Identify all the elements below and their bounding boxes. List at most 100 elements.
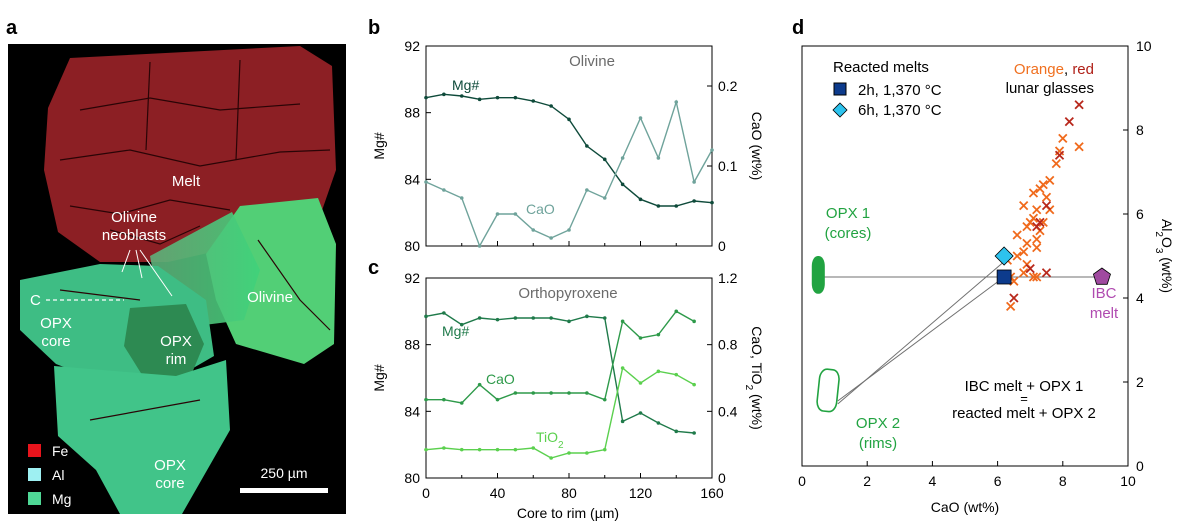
opx-rim-region xyxy=(124,304,204,378)
data-point xyxy=(424,180,428,184)
ytick-label: 84 xyxy=(404,171,420,187)
panel-b-ylabel: Mg# xyxy=(371,132,387,159)
data-point xyxy=(620,156,625,160)
orange-glass-point xyxy=(1032,205,1042,215)
ytick-label: 2 xyxy=(1136,374,1144,390)
data-point xyxy=(638,381,643,385)
panel-a: a Melt Olivine neoblasts Olivine OPX cor… xyxy=(6,17,346,514)
panel-b-label: b xyxy=(368,17,380,39)
orange-glass-point xyxy=(1032,272,1042,282)
panel-c-tio2-main: TiO xyxy=(536,429,558,445)
orange-glass-point xyxy=(1012,230,1022,240)
y2tick-label: 0.8 xyxy=(718,337,738,353)
y2tick-label: 1.2 xyxy=(718,270,738,286)
orange-glass-point xyxy=(1045,175,1055,186)
data-point xyxy=(602,397,607,402)
orange-glass-point xyxy=(1006,301,1016,312)
panel-c-y2label-sub: 2 xyxy=(744,385,755,391)
y2tick-label: 0.2 xyxy=(718,78,738,94)
orange-glass-point xyxy=(1028,188,1039,198)
series-line-mg xyxy=(425,312,695,434)
data-point xyxy=(459,94,464,98)
melt-label: Melt xyxy=(172,173,201,190)
data-point xyxy=(620,182,625,187)
orange-glass-point xyxy=(1032,242,1042,253)
data-point xyxy=(638,116,643,120)
orange-glass-point xyxy=(1012,251,1022,261)
panel-b-title: Olivine xyxy=(569,53,615,70)
data-point xyxy=(495,212,500,216)
panel-b-ticks: 80 84 88 92 0 0.1 0.2 xyxy=(404,38,737,254)
xtick-label: 0 xyxy=(798,473,806,489)
neoblast-pointer-3 xyxy=(139,249,173,297)
lunar-sep-text: , xyxy=(1064,61,1072,78)
panel-c-tio2-label: TiO2 xyxy=(536,429,564,451)
legend-label-6h: 6h, 1,370 °C xyxy=(858,102,942,119)
neoblast-pointer-2 xyxy=(135,249,143,279)
data-point xyxy=(424,314,428,319)
opx2-field xyxy=(816,368,840,413)
mixing-line-opx2-6h xyxy=(837,258,1008,405)
data-point xyxy=(674,309,679,314)
ytick-label: 84 xyxy=(404,403,420,419)
panel-c-y2label-tail: (wt%) xyxy=(749,390,765,430)
reacted-2h-marker xyxy=(996,269,1012,285)
data-point xyxy=(710,148,714,152)
y2tick-label: 0.4 xyxy=(718,403,738,419)
legend-label-mg: Mg xyxy=(52,491,71,507)
ytick-label: 80 xyxy=(404,470,420,486)
scale-bar xyxy=(240,488,328,493)
orange-glass-point xyxy=(1028,272,1039,282)
panel-b-series xyxy=(424,92,714,248)
map-legend: Fe Al Mg xyxy=(28,443,71,507)
data-point xyxy=(495,95,500,100)
opx-core-label-2b: core xyxy=(155,475,184,492)
orange-glass-point xyxy=(1022,221,1032,232)
data-point xyxy=(424,95,428,100)
data-point xyxy=(656,332,661,337)
crack-lines xyxy=(59,59,331,421)
neoblast-pointer-1 xyxy=(121,249,131,273)
data-point xyxy=(477,447,482,452)
ytick-label: 10 xyxy=(1136,38,1152,54)
legend-swatch-mg xyxy=(28,492,41,505)
orange-glass-point xyxy=(1019,268,1029,278)
data-point xyxy=(442,188,446,192)
panel-c-frame xyxy=(425,277,713,479)
panel-c-y2label-main: CaO, TiO xyxy=(749,326,765,384)
ytick-label: 92 xyxy=(404,38,420,54)
ytick-label: 92 xyxy=(404,270,420,286)
data-point xyxy=(656,421,661,425)
opx-rim-label-b: rim xyxy=(166,351,187,368)
data-point xyxy=(531,391,536,395)
data-point xyxy=(692,199,696,203)
data-point xyxy=(692,431,696,435)
data-point xyxy=(513,95,518,100)
orange-glass-point xyxy=(1054,146,1065,156)
lunar-red-text: red xyxy=(1072,61,1094,78)
panel-c-y2label: CaO, TiO2 (wt%) xyxy=(744,326,766,430)
data-point xyxy=(495,447,500,452)
data-point xyxy=(567,319,571,324)
data-point xyxy=(585,314,589,319)
data-point xyxy=(442,446,446,450)
ytick-label: 88 xyxy=(404,337,420,353)
data-point xyxy=(477,97,482,102)
ytick-label: 8 xyxy=(1136,122,1144,138)
panel-c-series xyxy=(424,309,696,460)
series-line-cao xyxy=(426,310,695,404)
panel-d-legend: Reacted melts 2h, 1,370 °C 6h, 1,370 °C xyxy=(832,59,942,119)
data-point xyxy=(585,144,589,148)
panel-c-tio2-sub: 2 xyxy=(558,440,564,451)
red-glass-point xyxy=(1041,200,1052,211)
data-point xyxy=(459,447,464,452)
data-point xyxy=(442,92,446,97)
data-point xyxy=(477,316,482,320)
data-point xyxy=(567,228,571,232)
panel-d-y2label-sub2: 3 xyxy=(1154,248,1165,254)
c-marker-label: C xyxy=(30,292,41,309)
mixing-note-line-2: = xyxy=(1020,391,1028,406)
data-point xyxy=(620,319,625,324)
